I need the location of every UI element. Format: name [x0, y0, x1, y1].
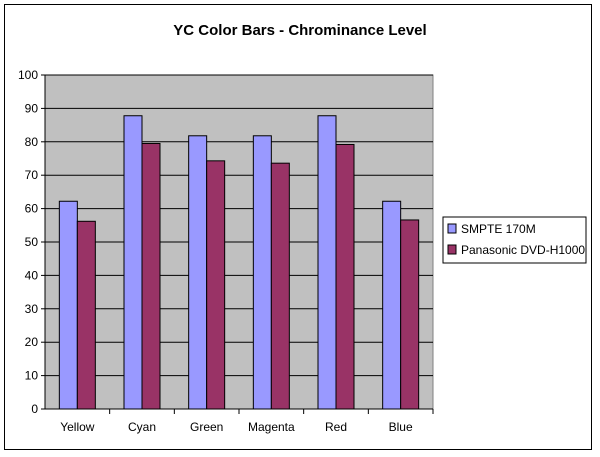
y-tick-label: 80 — [25, 135, 39, 149]
bar-smpte-170m-yellow — [58, 200, 78, 410]
y-tick-label: 10 — [25, 369, 39, 383]
legend: SMPTE 170M Panasonic DVD-H1000 — [442, 216, 587, 264]
plot-area: 0 10 20 30 40 50 60 70 80 90 100 Yellow Cyan Green Mag… — [18, 68, 434, 434]
x-tick-label: Red — [325, 420, 347, 434]
bar-panasonic-dvd-h1000-red — [335, 143, 355, 410]
legend-swatch — [447, 223, 457, 234]
bar-smpte-170m-cyan — [123, 115, 143, 410]
y-tick-label: 40 — [25, 268, 39, 282]
bar-smpte-170m-red — [317, 115, 337, 410]
y-tick-label: 0 — [31, 402, 38, 416]
bar-smpte-170m-magenta — [252, 135, 272, 410]
x-tick-label: Green — [190, 420, 223, 434]
y-tick-label: 70 — [25, 168, 39, 182]
chart-title: YC Color Bars - Chrominance Level — [173, 22, 426, 39]
x-tick-label: Magenta — [248, 420, 295, 434]
legend-swatch — [447, 244, 457, 255]
bar-panasonic-dvd-h1000-magenta — [270, 162, 290, 410]
bar-panasonic-dvd-h1000-green — [206, 160, 226, 410]
y-tick-label: 50 — [25, 235, 39, 249]
y-tick-label: 90 — [25, 101, 39, 115]
bar-panasonic-dvd-h1000-cyan — [141, 142, 161, 410]
bar-panasonic-dvd-h1000-yellow — [76, 220, 96, 410]
y-tick-label: 30 — [25, 302, 39, 316]
x-tick-label: Yellow — [60, 420, 95, 434]
legend-box — [442, 216, 587, 264]
x-tick-label: Cyan — [128, 420, 156, 434]
y-tick-label: 20 — [25, 335, 39, 349]
y-tick-label: 60 — [25, 202, 39, 216]
y-tick-label: 100 — [18, 68, 38, 82]
bar-smpte-170m-green — [188, 135, 208, 410]
x-tick-label: Blue — [389, 420, 413, 434]
bar-smpte-170m-blue — [382, 200, 402, 410]
legend-label: Panasonic DVD-H1000 — [461, 243, 585, 257]
legend-label: SMPTE 170M — [461, 222, 536, 236]
bar-panasonic-dvd-h1000-blue — [400, 219, 420, 410]
